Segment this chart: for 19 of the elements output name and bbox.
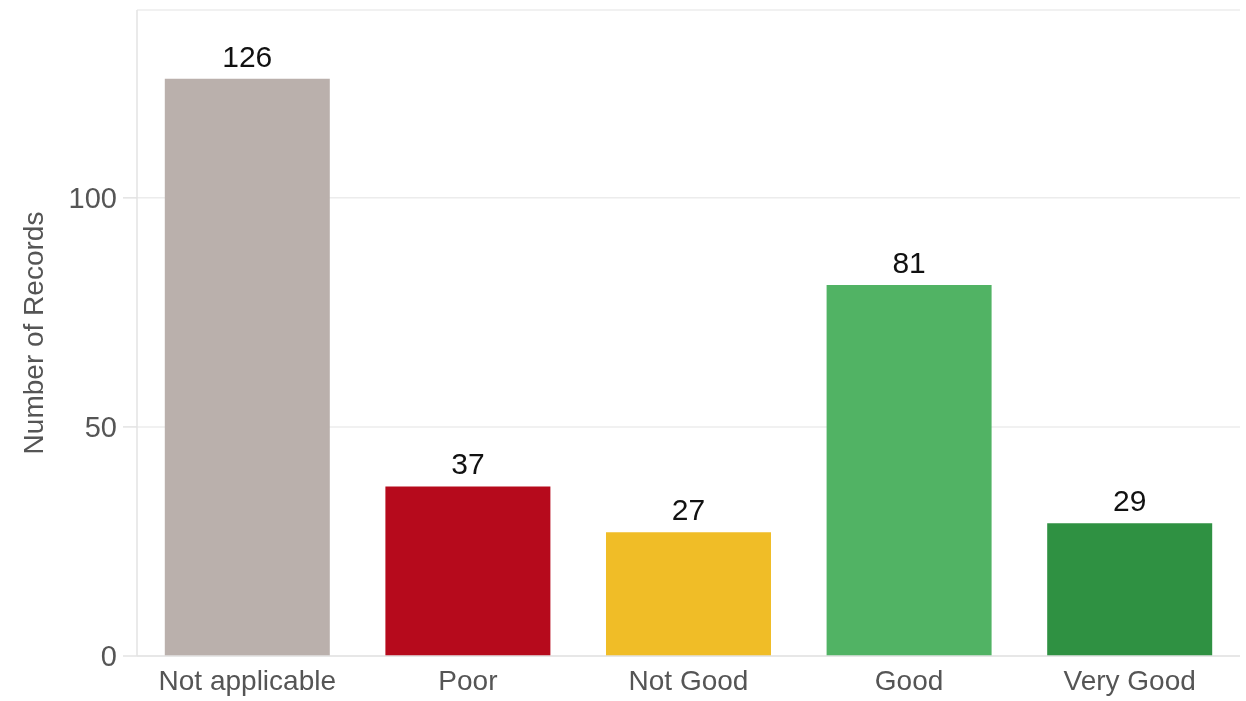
bar	[385, 486, 551, 656]
x-tick-label: Very Good	[1063, 664, 1196, 696]
y-tick-label: 50	[84, 411, 117, 444]
x-tick-label: Not Good	[628, 664, 749, 696]
bar	[606, 532, 771, 656]
data-label: 126	[222, 39, 273, 73]
data-label: 81	[892, 245, 926, 279]
y-tick-label: 0	[100, 640, 117, 673]
x-tick-label: Poor	[438, 664, 498, 696]
data-label: 37	[451, 447, 485, 481]
bar	[1047, 523, 1213, 656]
y-tick-label: 100	[68, 182, 117, 215]
x-tick-label: Good	[874, 664, 944, 696]
data-label: 29	[1113, 484, 1147, 518]
bar	[826, 284, 992, 656]
data-label: 27	[671, 493, 706, 527]
x-tick-label: Not applicable	[158, 664, 337, 696]
y-axis-title: Number of Records	[17, 211, 49, 455]
bar	[164, 78, 330, 656]
